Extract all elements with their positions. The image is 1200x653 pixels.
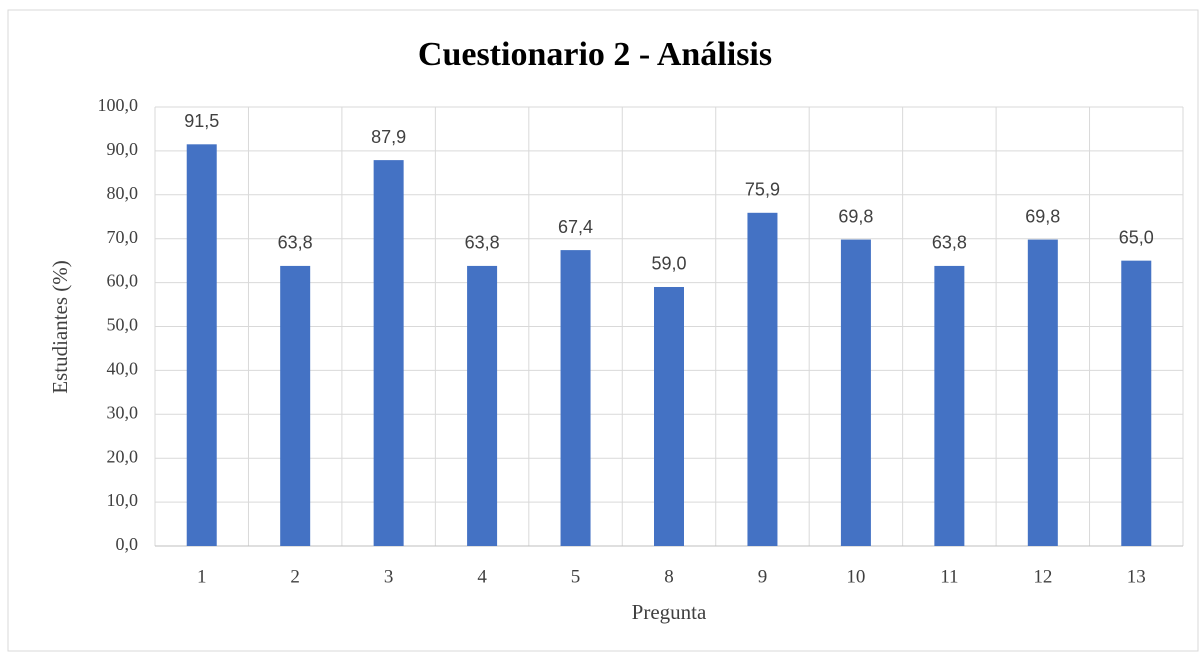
y-tick-label: 80,0 — [107, 183, 139, 203]
bar — [747, 212, 778, 546]
y-tick-label: 100,0 — [98, 95, 139, 115]
bar — [280, 265, 311, 546]
data-label: 75,9 — [745, 180, 780, 200]
y-tick-label: 20,0 — [107, 446, 139, 466]
bar — [373, 160, 404, 546]
y-tick-label: 40,0 — [107, 359, 139, 379]
x-tick-label: 1 — [197, 566, 207, 587]
y-axis-title: Estudiantes (%) — [48, 260, 72, 394]
data-label: 91,5 — [184, 111, 219, 131]
bar — [840, 239, 871, 546]
data-label: 63,8 — [932, 233, 967, 253]
y-tick-label: 60,0 — [107, 271, 139, 291]
y-tick-label: 90,0 — [107, 139, 139, 159]
x-tick-label: 3 — [384, 566, 394, 587]
data-label: 59,0 — [651, 254, 686, 274]
bar — [1121, 260, 1152, 546]
y-tick-label: 30,0 — [107, 402, 139, 422]
data-label: 65,0 — [1119, 227, 1154, 247]
x-tick-label: 12 — [1033, 566, 1052, 587]
x-tick-label: 2 — [290, 566, 300, 587]
bar — [1027, 239, 1058, 546]
x-tick-label: 10 — [846, 566, 865, 587]
bar — [560, 250, 591, 546]
x-tick-label: 5 — [571, 566, 581, 587]
x-tick-label: 11 — [940, 566, 958, 587]
bar — [467, 265, 498, 546]
x-tick-label: 4 — [477, 566, 487, 587]
x-tick-label: 8 — [664, 566, 674, 587]
bar — [934, 265, 965, 546]
y-tick-label: 70,0 — [107, 227, 139, 247]
bar — [186, 144, 217, 546]
y-tick-label: 10,0 — [107, 490, 139, 510]
x-tick-label: 13 — [1127, 566, 1146, 587]
data-label: 67,4 — [558, 217, 593, 237]
data-label: 63,8 — [278, 233, 313, 253]
data-label: 63,8 — [465, 233, 500, 253]
y-tick-label: 0,0 — [116, 534, 139, 554]
data-label: 69,8 — [1025, 206, 1060, 226]
bar — [654, 286, 684, 546]
x-axis-title: Pregunta — [632, 600, 707, 624]
chart-frame — [7, 9, 1199, 652]
data-label: 69,8 — [838, 206, 873, 226]
y-tick-label: 50,0 — [107, 315, 139, 335]
data-label: 87,9 — [371, 127, 406, 147]
chart-title: Cuestionario 2 - Análisis — [418, 36, 772, 73]
x-tick-label: 9 — [758, 566, 768, 587]
